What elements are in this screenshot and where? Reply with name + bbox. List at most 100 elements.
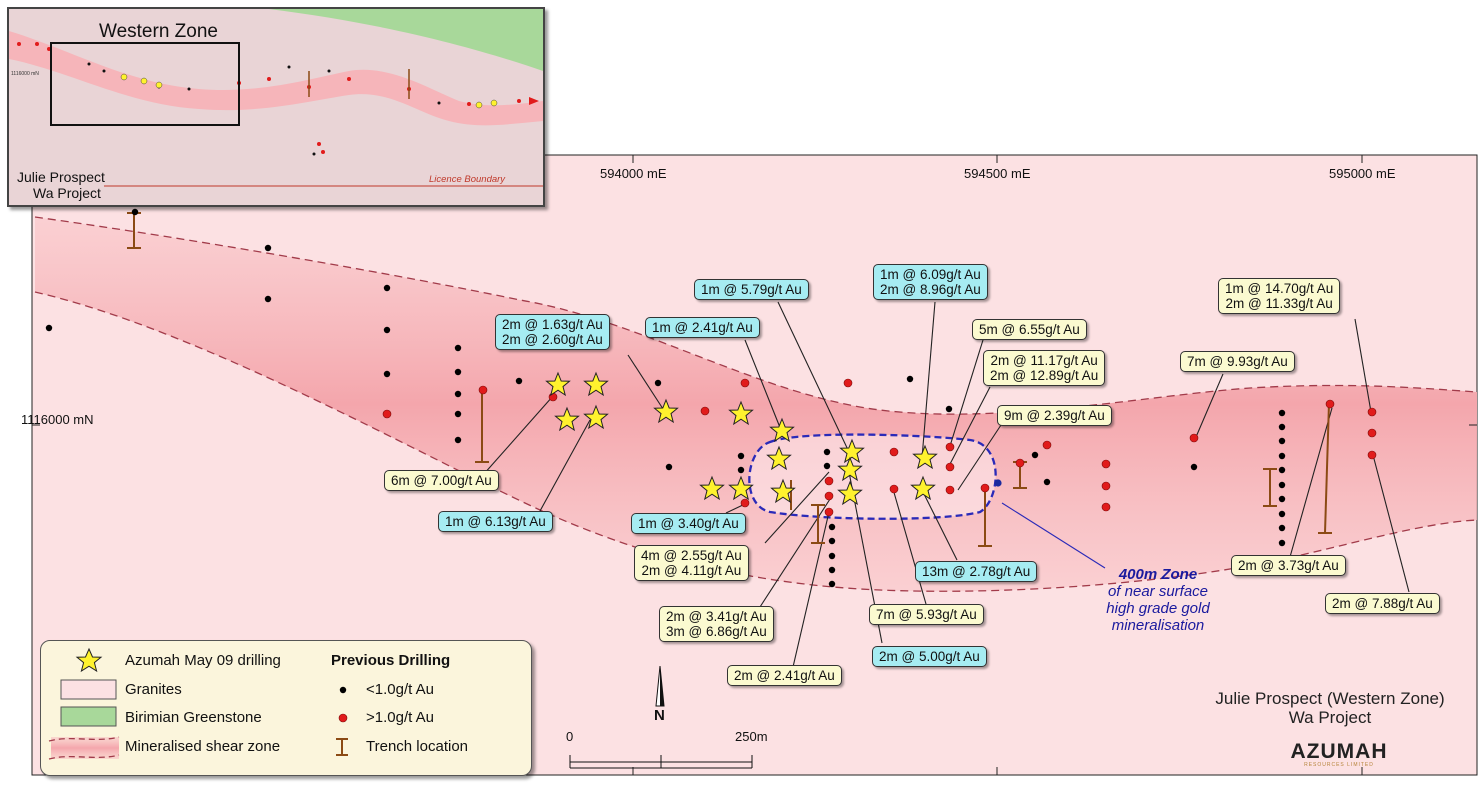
- inset-licence-label: Licence Boundary: [429, 174, 506, 185]
- legend-azumah-label: Azumah May 09 drilling: [125, 652, 281, 669]
- legend-trench-icon: [336, 738, 348, 756]
- inset-project-label: Julie Prospect Wa Project: [17, 169, 105, 201]
- zone-note-line1: of near surface: [1107, 583, 1209, 600]
- north-label: N: [654, 707, 665, 724]
- assay-label-line: 1m @ 3.40g/t Au: [638, 516, 739, 531]
- inset-map: Western Zone 1116000 mN Licence Boundary…: [7, 7, 545, 207]
- legend-greenstone-label: Birimian Greenstone: [125, 709, 262, 726]
- assay-label: 2m @ 11.17g/t Au 2m @ 12.89g/t Au: [983, 350, 1106, 386]
- legend-shear-dash: [48, 736, 120, 760]
- zone-note-line3: mineralisation: [1111, 617, 1205, 634]
- assay-label-line: 2m @ 5.00g/t Au: [879, 649, 980, 664]
- assay-label-line: 2m @ 1.63g/t Au: [502, 317, 603, 332]
- assay-label-line: 1m @ 6.13g/t Au: [445, 514, 546, 529]
- assay-label-line: 2m @ 3.41g/t Au: [666, 609, 767, 624]
- high-grade-holes: [382, 378, 1377, 517]
- shear-zone: [35, 217, 1477, 592]
- assay-label: 7m @ 5.93g/t Au: [869, 604, 984, 625]
- assay-label: 1m @ 5.79g/t Au: [694, 279, 809, 300]
- legend-high-dot-icon: [338, 713, 348, 723]
- leader-lines: [482, 301, 1410, 668]
- assay-label: 1m @ 3.40g/t Au: [631, 513, 746, 534]
- assay-label-line: 2m @ 2.41g/t Au: [734, 668, 835, 683]
- azumah-logo: AZUMAH RESOURCES LIMITED: [1289, 740, 1389, 768]
- inset-title: Western Zone: [99, 21, 218, 42]
- inset-map-drawing: [9, 9, 543, 187]
- assay-label: 1m @ 14.70g/t Au 2m @ 11.33g/t Au: [1218, 278, 1341, 314]
- assay-label: 1m @ 2.41g/t Au: [645, 317, 760, 338]
- assay-label-line: 2m @ 4.11g/t Au: [641, 563, 742, 578]
- assay-label-line: 1m @ 14.70g/t Au: [1225, 281, 1334, 296]
- assay-label: 2m @ 7.88g/t Au: [1325, 593, 1440, 614]
- assay-label: 1m @ 6.09g/t Au 2m @ 8.96g/t Au: [873, 264, 988, 300]
- inset-western-zone-box: [50, 42, 240, 126]
- assay-label-line: 2m @ 2.60g/t Au: [502, 332, 603, 347]
- assay-label-line: 2m @ 3.73g/t Au: [1238, 558, 1339, 573]
- assay-label-line: 5m @ 6.55g/t Au: [979, 322, 1080, 337]
- project-title-line1: Julie Prospect (Western Zone): [1215, 689, 1445, 708]
- assay-label: 2m @ 1.63g/t Au 2m @ 2.60g/t Au: [495, 314, 610, 350]
- legend-low-label: <1.0g/t Au: [366, 681, 434, 698]
- inset-stars: [120, 73, 498, 109]
- project-title-line2: Wa Project: [1288, 708, 1372, 727]
- inset-greenstone: [269, 9, 543, 71]
- assay-label-line: 1m @ 6.09g/t Au: [880, 267, 981, 282]
- assay-label-line: 2m @ 8.96g/t Au: [880, 282, 981, 297]
- easting-label-594000: 594000 mE: [600, 166, 667, 181]
- assay-label-line: 9m @ 2.39g/t Au: [1004, 408, 1105, 423]
- assay-label: 9m @ 2.39g/t Au: [997, 405, 1112, 426]
- legend-greenstone-swatch: [60, 706, 117, 727]
- assay-label-line: 3m @ 6.86g/t Au: [666, 624, 767, 639]
- assay-label-line: 2m @ 11.17g/t Au: [990, 353, 1098, 368]
- legend: Azumah May 09 drilling Granites Birimian…: [40, 640, 532, 776]
- zone-note-title: 400m Zone: [1118, 566, 1198, 583]
- legend-shear-swatch: [51, 737, 119, 759]
- assay-label-line: 1m @ 5.79g/t Au: [701, 282, 802, 297]
- inset-drill-holes: [17, 42, 521, 154]
- assay-label: 5m @ 6.55g/t Au: [972, 319, 1087, 340]
- assay-label: 13m @ 2.78g/t Au: [915, 561, 1038, 582]
- legend-granites-label: Granites: [125, 681, 182, 698]
- inset-mn-label: 1116000 mN: [11, 71, 39, 77]
- assay-label: 6m @ 7.00g/t Au: [384, 470, 499, 491]
- assay-label-line: 2m @ 12.89g/t Au: [990, 368, 1099, 383]
- legend-star-icon: [75, 647, 103, 673]
- inset-shear-zone: [9, 31, 543, 126]
- assay-label: 7m @ 9.93g/t Au: [1180, 351, 1295, 372]
- assay-label-line: 2m @ 7.88g/t Au: [1332, 596, 1433, 611]
- scale-bar: [569, 755, 753, 769]
- assay-label-line: 2m @ 11.33g/t Au: [1225, 296, 1333, 311]
- scale-end-label: 250m: [735, 729, 768, 744]
- easting-label-594500: 594500 mE: [964, 166, 1031, 181]
- scale-start-label: 0: [566, 729, 574, 744]
- assay-label: 4m @ 2.55g/t Au 2m @ 4.11g/t Au: [634, 545, 749, 581]
- assay-label-line: 13m @ 2.78g/t Au: [922, 564, 1031, 579]
- inset-project-line2: Wa Project: [33, 185, 101, 201]
- legend-low-dot-icon: [339, 686, 347, 694]
- assay-label: 2m @ 3.73g/t Au: [1231, 555, 1346, 576]
- inset-project-line1: Julie Prospect: [17, 169, 105, 185]
- project-title: Julie Prospect (Western Zone) Wa Project: [1190, 689, 1470, 727]
- assay-label: 1m @ 6.13g/t Au: [438, 511, 553, 532]
- 400m-zone-note: 400m Zone of near surface high grade gol…: [1083, 566, 1233, 634]
- legend-high-label: >1.0g/t Au: [366, 709, 434, 726]
- logo-name: AZUMAH: [1290, 740, 1388, 763]
- zone-note-line2: high grade gold: [1106, 600, 1210, 617]
- legend-granite-swatch: [60, 679, 117, 700]
- logo-sub: RESOURCES LIMITED: [1304, 762, 1374, 768]
- legend-shear-label: Mineralised shear zone: [125, 738, 281, 755]
- legend-previous-heading: Previous Drilling: [331, 652, 451, 669]
- assay-label: 2m @ 5.00g/t Au: [872, 646, 987, 667]
- shear-boundary-upper: [34, 216, 1478, 415]
- low-grade-holes: [45, 208, 1286, 588]
- shear-boundary-lower: [34, 291, 1478, 592]
- assay-label: 2m @ 2.41g/t Au: [727, 665, 842, 686]
- easting-label-595000: 595000 mE: [1329, 166, 1396, 181]
- legend-trench-label: Trench location: [366, 738, 468, 755]
- legend-swatches: [48, 647, 348, 760]
- assay-label-line: 7m @ 9.93g/t Au: [1187, 354, 1288, 369]
- assay-label-line: 4m @ 2.55g/t Au: [641, 548, 742, 563]
- north-arrow-icon: [655, 665, 665, 707]
- assay-label: 2m @ 3.41g/t Au 3m @ 6.86g/t Au: [659, 606, 774, 642]
- assay-label-line: 6m @ 7.00g/t Au: [391, 473, 492, 488]
